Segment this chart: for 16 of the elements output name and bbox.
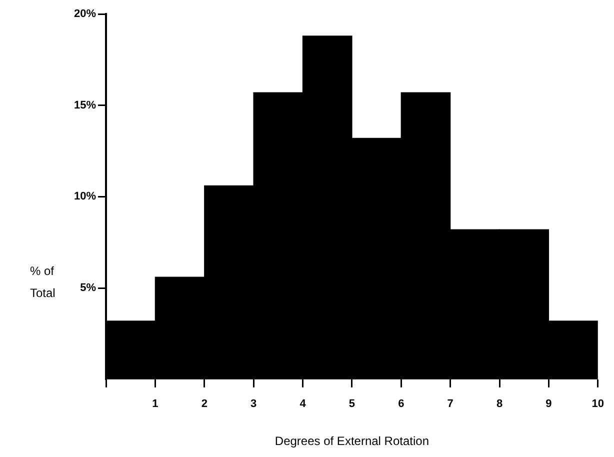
- x-tick-label: 2: [201, 398, 208, 410]
- y-axis-title: % of Total: [30, 263, 56, 302]
- x-tick-label: 5: [348, 398, 356, 410]
- y-tick-label: 20%: [74, 8, 96, 20]
- x-axis-title: Degrees of External Rotation: [274, 434, 429, 448]
- y-tick-label: 5%: [80, 282, 96, 294]
- x-tick-label: 6: [398, 398, 404, 410]
- x-tick-label: 10: [592, 398, 604, 410]
- x-tick-label: 3: [250, 398, 257, 410]
- x-tick-label: 7: [447, 398, 454, 410]
- x-tick-label: 1: [152, 398, 158, 410]
- y-tick-label: 15%: [74, 99, 96, 112]
- x-tick-label: 4: [300, 398, 307, 410]
- y-tick-label: 10%: [74, 190, 96, 203]
- x-tick-label: 8: [496, 398, 503, 410]
- x-tick-label: 9: [546, 398, 552, 410]
